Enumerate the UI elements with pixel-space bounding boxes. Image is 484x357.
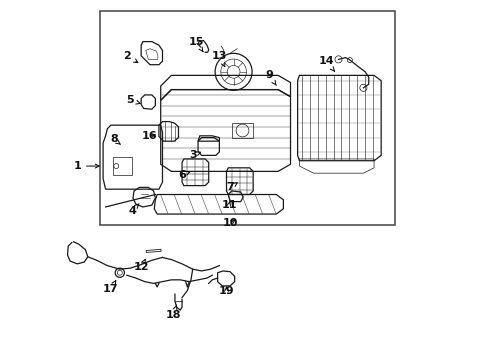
Text: 2: 2 [123, 51, 137, 62]
Text: 8: 8 [110, 134, 120, 145]
Text: 1: 1 [73, 161, 99, 171]
Text: 11: 11 [221, 200, 236, 210]
Text: 14: 14 [318, 56, 334, 71]
Text: 3: 3 [188, 150, 200, 160]
Text: 9: 9 [265, 70, 276, 85]
Text: 4: 4 [128, 204, 139, 216]
Text: 6: 6 [178, 170, 189, 180]
Text: 18: 18 [165, 305, 181, 321]
Text: 17: 17 [103, 281, 119, 294]
Text: 13: 13 [211, 51, 227, 67]
Text: 7: 7 [226, 182, 237, 192]
Text: 16: 16 [141, 131, 157, 141]
Text: 12: 12 [133, 259, 149, 272]
Text: 10: 10 [222, 218, 237, 228]
Text: 15: 15 [188, 36, 204, 52]
Text: 19: 19 [218, 286, 234, 296]
Text: 5: 5 [126, 95, 140, 105]
